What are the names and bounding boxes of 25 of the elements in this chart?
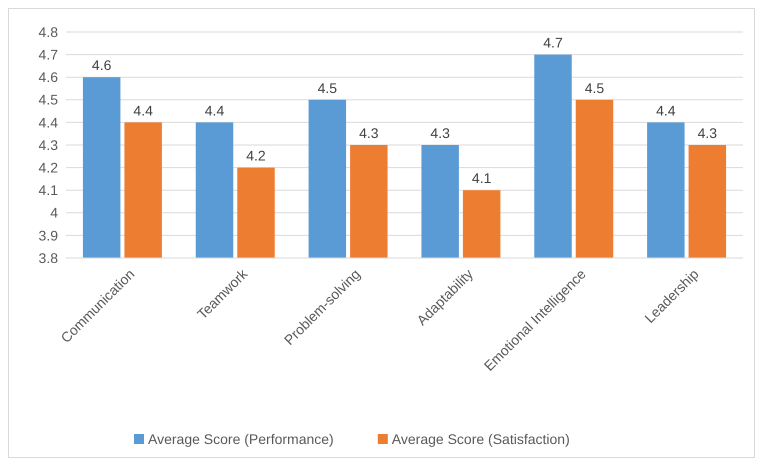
data-label: 4.1 (472, 170, 492, 186)
y-tick-label: 4.2 (38, 160, 58, 176)
y-tick-label: 4.3 (38, 136, 58, 153)
data-label: 4.6 (92, 57, 112, 74)
y-tick-label: 4.1 (38, 182, 58, 198)
y-tick-label: 4.8 (38, 24, 58, 40)
y-tick-label: 4.7 (38, 46, 58, 62)
legend-label: Average Score (Performance) (148, 431, 334, 447)
data-label: 4.3 (359, 125, 379, 141)
y-tick-label: 4 (50, 204, 58, 221)
y-tick-label: 4.4 (38, 114, 58, 130)
data-label: 4.4 (133, 102, 154, 118)
y-tick-label: 3.9 (38, 227, 58, 244)
data-label: 4.5 (584, 80, 604, 96)
y-tick-label: 4.5 (38, 92, 58, 108)
data-label: 4.2 (246, 148, 266, 164)
data-label: 4.3 (430, 125, 450, 141)
legend-label: Average Score (Satisfaction) (392, 431, 570, 447)
data-label: 4.7 (543, 34, 563, 51)
data-label: 4.5 (318, 80, 338, 96)
y-tick-label: 3.8 (38, 250, 58, 266)
data-label: 4.3 (698, 125, 718, 141)
y-tick-label: 4.6 (38, 69, 58, 86)
data-label: 4.4 (656, 102, 676, 118)
data-label: 4.4 (204, 102, 224, 118)
